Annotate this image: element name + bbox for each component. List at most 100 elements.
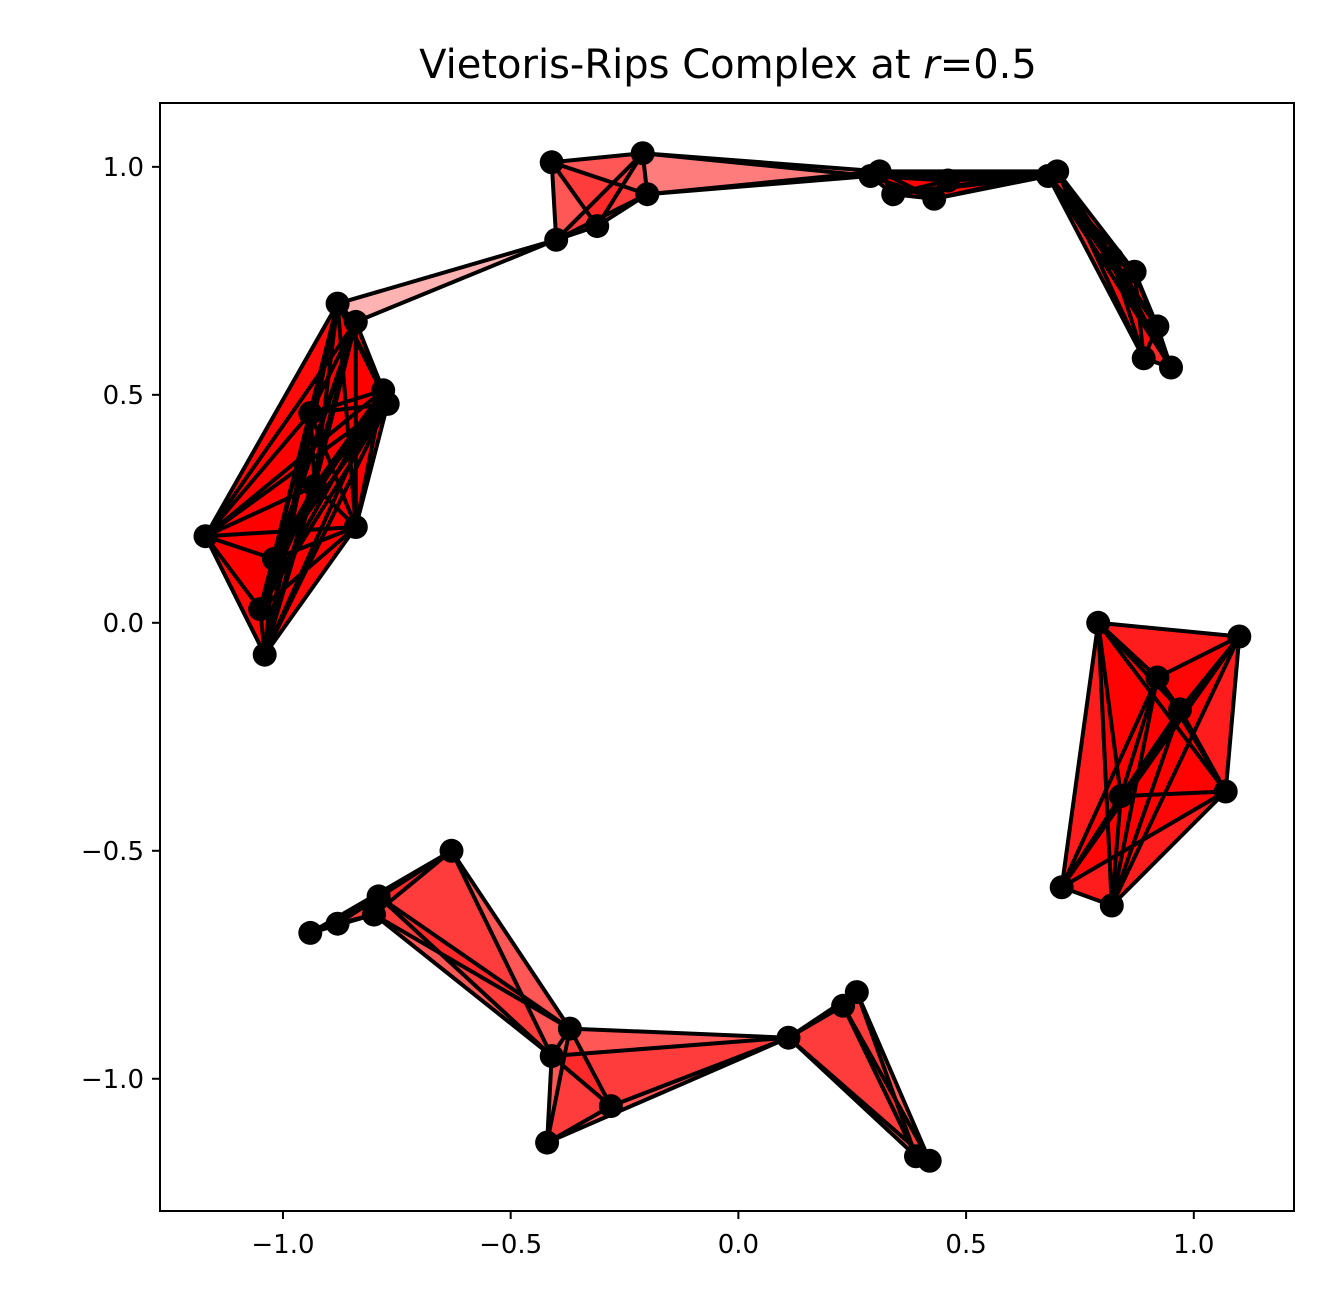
simplex-face [310, 321, 388, 414]
vertex-point [535, 1130, 560, 1155]
vertex-point [1227, 624, 1252, 649]
vertex-point [298, 920, 323, 945]
vertex-point [193, 524, 218, 549]
simplex-face [1098, 622, 1121, 906]
y-axis-ticks: −1.0 −0.5 0.0 0.5 1.0 [81, 153, 160, 1095]
simplex-face [273, 321, 388, 559]
simplex-face [314, 303, 384, 486]
simplex-edge [203, 534, 267, 657]
simplex-edge [1178, 707, 1228, 794]
vertex-point [922, 186, 947, 211]
simplex-edge [376, 894, 572, 1031]
vertex-point [1108, 784, 1133, 809]
simplex-edge [1155, 634, 1242, 680]
simplex-face [1098, 622, 1158, 906]
vertex-point [1049, 875, 1074, 900]
simplex-face [1061, 622, 1158, 888]
simplex-face [547, 1056, 611, 1143]
simplex-edge [854, 990, 932, 1163]
simplex-face [1180, 636, 1240, 792]
x-tick-label: 0.0 [718, 1230, 759, 1260]
simplex-edge [945, 174, 1051, 183]
vertex-point [831, 993, 856, 1018]
vertex-point [298, 401, 323, 426]
vertex-point [343, 309, 368, 334]
vertex-point [261, 547, 286, 571]
chart-title: Vietoris-Rips Complex at r=0.5 [419, 42, 1037, 88]
simplex-edge [376, 894, 554, 1058]
simplex-face [374, 850, 570, 1029]
simplex-face [788, 1005, 930, 1161]
chart-title-suffix: =0.5 [940, 42, 1037, 88]
vertex-point [366, 884, 391, 909]
vertex-point [630, 141, 655, 166]
simplex-face [1061, 791, 1226, 906]
simplex-face [205, 303, 338, 655]
simplex-face [551, 1037, 789, 1107]
simplex-edge [449, 848, 572, 1031]
simplex-edge [549, 151, 645, 165]
y-tick-label: 0.5 [103, 381, 144, 411]
vertex-point [1145, 665, 1170, 690]
simplex-face [337, 303, 384, 527]
simplex-edge [335, 237, 559, 306]
x-tick-label: −0.5 [479, 1230, 542, 1260]
simplex-face [310, 303, 388, 414]
simplex-face [642, 153, 871, 195]
simplex-edge [372, 912, 572, 1031]
simplex-edge [1118, 675, 1160, 799]
vertex-point [539, 150, 564, 175]
simplex-edge [312, 301, 340, 488]
simplex-face [1061, 636, 1240, 906]
x-tick-label: 1.0 [1173, 1230, 1214, 1260]
vertex-point [1131, 346, 1156, 371]
simplex-edge [335, 301, 358, 529]
vertex-point [539, 1044, 564, 1068]
simplex-edge [353, 237, 559, 324]
simplex-edge [549, 160, 559, 242]
simplex-edge [595, 151, 645, 229]
vertex-point [776, 1025, 801, 1050]
simplex-edge [449, 848, 554, 1058]
simplex-edge [308, 319, 358, 416]
x-axis-ticks: −1.0 −0.5 0.0 0.5 1.0 [251, 1211, 1214, 1260]
simplex-face [1111, 709, 1226, 906]
simplex-edge [203, 534, 263, 612]
simplex-face [642, 153, 880, 195]
simplex-edge [1096, 620, 1242, 639]
simplex-edge [549, 1035, 791, 1058]
simplex-edge [262, 525, 358, 657]
vertex-point [343, 515, 368, 539]
simplex-edge [1223, 634, 1242, 794]
x-tick-label: 0.5 [945, 1230, 986, 1260]
simplex-face [205, 303, 356, 537]
simplex-edge [1109, 256, 1173, 370]
y-tick-label: 0.0 [103, 609, 144, 639]
simplex-edge [258, 525, 358, 612]
simplex-edge [1059, 620, 1101, 890]
vertex-point [302, 474, 327, 498]
simplex-edge [645, 169, 882, 197]
simplex-edge [1096, 620, 1228, 794]
simplex-edge [258, 484, 317, 612]
y-tick-label: −0.5 [81, 837, 144, 867]
vertex-point [635, 182, 660, 207]
simplex-edge [203, 301, 340, 539]
simplex-edge [271, 525, 358, 561]
simplex-edge [1109, 794, 1123, 908]
simplex-face [1157, 636, 1240, 710]
simplex-edge [1109, 634, 1242, 908]
simplex-face [788, 992, 930, 1161]
vertex-point [544, 227, 569, 252]
vertex-point [935, 168, 960, 193]
vertex-point [1099, 246, 1124, 270]
simplex-face [337, 303, 388, 527]
simplex-edge [262, 401, 390, 657]
simplex-face [378, 850, 570, 1029]
simplex-edge [1109, 675, 1160, 908]
chart-title-variable: r [923, 42, 942, 88]
simplex-edge [545, 1054, 554, 1145]
simplex-edge [545, 1035, 791, 1145]
vertex-point [1159, 355, 1183, 380]
simplex-edge [1059, 675, 1160, 890]
